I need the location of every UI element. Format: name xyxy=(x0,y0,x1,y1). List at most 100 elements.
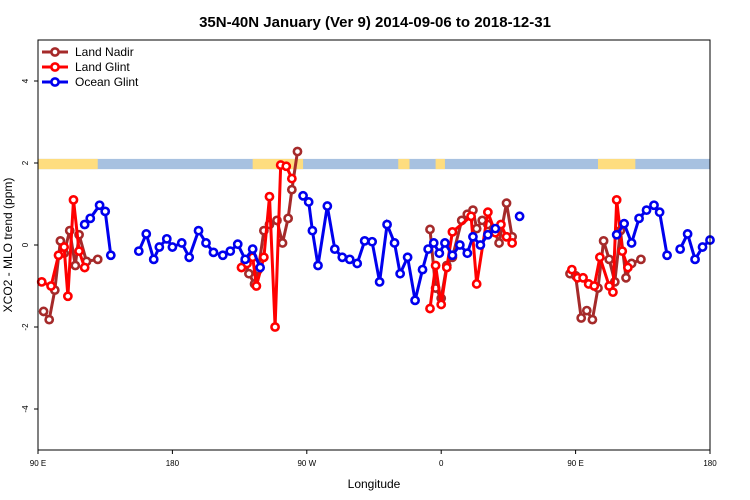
data-point xyxy=(374,276,385,287)
data-point xyxy=(322,201,333,211)
data-point xyxy=(576,313,587,323)
legend-label: Land Glint xyxy=(75,60,130,74)
data-point xyxy=(604,254,615,265)
legend-swatch-marker xyxy=(50,47,60,57)
data-point xyxy=(344,254,355,265)
data-point xyxy=(482,229,493,240)
data-point xyxy=(217,250,228,261)
band-land xyxy=(598,158,636,170)
x-axis: 90 E 180 90 W 0 90 E 180 xyxy=(30,450,717,468)
data-point xyxy=(447,250,458,261)
data-point xyxy=(589,281,600,291)
data-point xyxy=(441,262,452,273)
data-point xyxy=(468,231,478,242)
data-point xyxy=(690,254,700,265)
data-point xyxy=(167,242,178,252)
data-point xyxy=(675,244,686,254)
data-point xyxy=(74,246,84,257)
data-point xyxy=(62,291,73,302)
legend-label: Land Nadir xyxy=(75,45,134,59)
data-point xyxy=(649,200,659,211)
data-point xyxy=(566,264,577,275)
data-point xyxy=(662,250,672,261)
data-point xyxy=(654,207,665,218)
data-point xyxy=(617,246,628,257)
data-point xyxy=(454,240,465,250)
data-point xyxy=(440,238,450,248)
data-point xyxy=(428,238,439,248)
legend-item: Land Glint xyxy=(42,60,130,74)
data-point xyxy=(244,268,254,279)
data-point xyxy=(307,225,318,236)
data-point xyxy=(598,235,609,246)
data-point xyxy=(148,254,159,265)
data-point xyxy=(232,239,243,250)
x-tick-label: 180 xyxy=(703,459,717,468)
land-ocean-band xyxy=(38,158,710,170)
data-point xyxy=(38,306,49,317)
data-point xyxy=(621,272,631,283)
data-point xyxy=(466,211,476,222)
data-point xyxy=(626,238,637,248)
data-point xyxy=(425,224,435,235)
data-point xyxy=(208,247,219,258)
band-land xyxy=(435,158,445,170)
data-point xyxy=(161,233,172,244)
data-point xyxy=(53,250,64,261)
data-point xyxy=(286,173,297,184)
legend-item: Land Nadir xyxy=(42,45,134,59)
data-point xyxy=(44,314,55,325)
data-point xyxy=(225,246,236,257)
data-point xyxy=(436,299,447,310)
band-ocean xyxy=(38,158,710,170)
chart-title: 35N-40N January (Ver 9) 2014-09-06 to 20… xyxy=(199,14,551,31)
data-point xyxy=(634,213,644,224)
data-point xyxy=(514,211,525,222)
data-point xyxy=(581,305,592,316)
data-point xyxy=(587,314,598,325)
data-point xyxy=(329,244,340,254)
legend-label: Ocean Glint xyxy=(75,75,139,89)
data-point xyxy=(133,246,144,257)
data-point xyxy=(292,146,303,157)
data-point xyxy=(636,254,646,265)
data-point xyxy=(682,229,693,239)
data-point xyxy=(247,244,258,254)
data-point xyxy=(622,262,633,273)
data-point xyxy=(367,236,378,247)
series-layer xyxy=(36,146,715,332)
y-tick-label: 2 xyxy=(21,160,30,165)
data-point xyxy=(337,252,348,263)
data-point xyxy=(283,213,294,224)
x-tick-label: 180 xyxy=(166,459,180,468)
series-ocean-glint xyxy=(79,190,715,306)
data-point xyxy=(94,200,105,211)
data-point xyxy=(395,268,406,279)
data-point xyxy=(100,206,111,217)
data-point xyxy=(258,252,269,263)
data-point xyxy=(619,218,630,229)
data-point xyxy=(471,223,482,234)
data-point xyxy=(68,194,79,205)
data-point xyxy=(507,238,518,248)
x-tick-label: 90 W xyxy=(297,459,316,468)
data-point xyxy=(303,197,314,207)
data-point xyxy=(430,260,441,271)
data-point xyxy=(281,161,292,172)
x-tick-label: 0 xyxy=(439,459,444,468)
data-point xyxy=(298,190,308,201)
data-point xyxy=(193,225,204,236)
data-point xyxy=(697,242,708,252)
y-axis: -4 -2 0 2 4 xyxy=(21,78,38,413)
data-point xyxy=(578,272,588,283)
x-tick-label: 90 E xyxy=(30,459,46,468)
data-point xyxy=(270,322,280,332)
x-tick-label: 90 E xyxy=(567,459,583,468)
data-point xyxy=(277,238,288,248)
data-point xyxy=(382,219,392,230)
data-point xyxy=(201,238,211,248)
legend-swatch-marker xyxy=(50,77,60,87)
data-point xyxy=(79,219,90,230)
y-axis-label: XCO2 - MLO trend (ppm) xyxy=(1,178,15,313)
